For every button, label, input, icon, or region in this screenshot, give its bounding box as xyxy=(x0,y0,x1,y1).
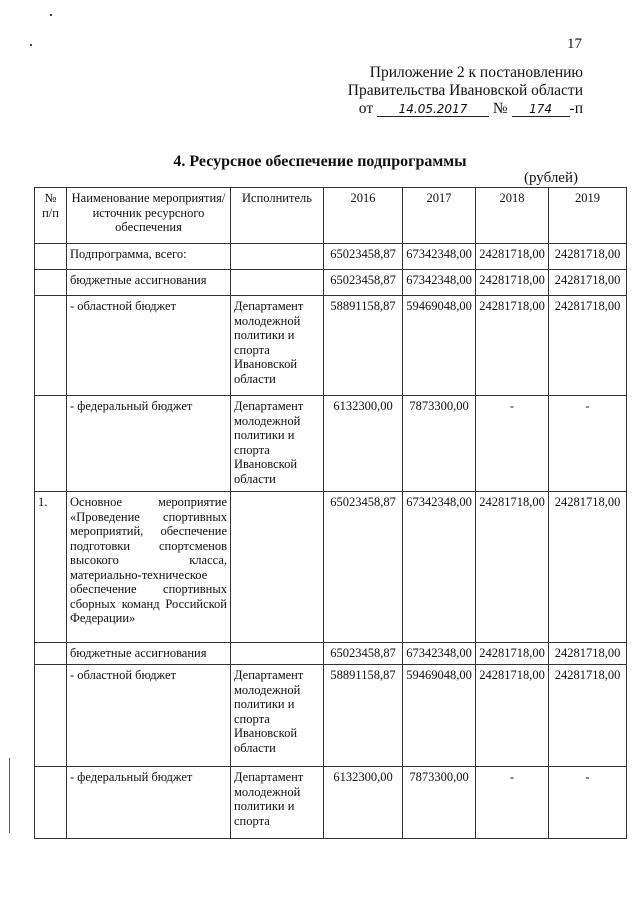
value-2017: 67342348,00 xyxy=(402,269,476,296)
value-2018: 24281718,00 xyxy=(475,269,549,296)
row-name: бюджетные ассигнования xyxy=(66,269,231,296)
row-executor xyxy=(230,269,324,296)
value-2016: 6132300,00 xyxy=(323,395,403,492)
units-label: (рублей) xyxy=(523,170,578,186)
table-row: - федеральный бюджет Департамент молодежн… xyxy=(34,766,627,839)
row-number xyxy=(34,269,67,296)
header-cell: № п/п xyxy=(34,187,67,244)
table-row: - областной бюджет Департамент молодежной… xyxy=(34,295,627,396)
row-number xyxy=(34,766,67,839)
scan-mark xyxy=(9,758,10,833)
table-row: - областной бюджет Департамент молодежной… xyxy=(34,664,627,767)
scan-speck xyxy=(50,14,52,16)
row-name: Подпрограмма, всего: xyxy=(66,243,231,270)
number-suffix: -п xyxy=(569,100,583,117)
value-2018: 24281718,00 xyxy=(475,642,549,665)
value-2016: 65023458,87 xyxy=(323,642,403,665)
value-2018: 24281718,00 xyxy=(475,664,549,767)
row-name: - федеральный бюджет xyxy=(66,766,231,839)
row-name: - областной бюджет xyxy=(66,664,231,767)
value-2019: - xyxy=(548,395,627,492)
value-2017: 7873300,00 xyxy=(402,395,476,492)
value-2016: 65023458,87 xyxy=(323,269,403,296)
value-2018: 24281718,00 xyxy=(475,491,549,643)
row-executor: Департамент молодежной политики и спорта… xyxy=(230,395,324,492)
header-cell: 2016 xyxy=(323,187,403,244)
value-2016: 58891158,87 xyxy=(323,295,403,396)
value-2018: 24281718,00 xyxy=(475,243,549,270)
table-row: бюджетные ассигнования 65023458,87 6734234… xyxy=(34,642,627,665)
table-row: бюджетные ассигнования 65023458,87 6734234… xyxy=(34,269,627,296)
from-label: от xyxy=(358,100,374,117)
value-2019: 24281718,00 xyxy=(548,491,627,643)
value-2016: 58891158,87 xyxy=(323,664,403,767)
value-2019: 24281718,00 xyxy=(548,269,627,296)
header-cell: Исполнитель xyxy=(230,187,324,244)
table-header: № п/п Наименование мероприятия/источник … xyxy=(34,187,627,244)
row-executor xyxy=(230,491,324,643)
row-number xyxy=(34,295,67,396)
value-2017: 67342348,00 xyxy=(402,491,476,643)
appendix-line2: Правительства Ивановской области xyxy=(347,82,583,99)
decree-date: 14.05.2017 xyxy=(376,102,489,117)
row-executor: Департамент молодежной политики и спорта… xyxy=(230,664,324,767)
row-number xyxy=(34,243,67,270)
header-cell: 2018 xyxy=(475,187,549,244)
row-name: Основное мероприятие «Проведение спортив… xyxy=(66,491,231,643)
scan-speck xyxy=(30,44,32,46)
value-2017: 59469048,00 xyxy=(402,295,476,396)
value-2019: 24281718,00 xyxy=(548,243,627,270)
appendix-line3: от 14.05.2017 № 174 -п xyxy=(348,100,583,118)
appendix-line1: Приложение 2 к постановлению xyxy=(369,64,583,81)
row-number: 1. xyxy=(34,491,67,643)
row-number xyxy=(34,395,67,492)
decree-number: 174 xyxy=(511,102,570,117)
value-2017: 7873300,00 xyxy=(402,766,476,839)
table-row: Подпрограмма, всего: 65023458,87 67342348,… xyxy=(34,243,627,270)
value-2019: 24281718,00 xyxy=(548,295,627,396)
value-2017: 67342348,00 xyxy=(402,243,476,270)
row-name: бюджетные ассигнования xyxy=(66,642,231,665)
header-cell: Наименование мероприятия/источник ресурс… xyxy=(66,187,231,244)
number-label: № xyxy=(492,100,508,117)
value-2019: 24281718,00 xyxy=(548,664,627,767)
page-number: 17 xyxy=(567,36,582,52)
value-2019: - xyxy=(548,766,627,839)
value-2018: 24281718,00 xyxy=(475,295,549,396)
value-2016: 65023458,87 xyxy=(323,243,403,270)
value-2019: 24281718,00 xyxy=(548,642,627,665)
header-cell: 2019 xyxy=(548,187,627,244)
row-executor xyxy=(230,243,324,270)
value-2018: - xyxy=(475,766,549,839)
header-cell: 2017 xyxy=(402,187,476,244)
value-2018: - xyxy=(475,395,549,492)
section-title: 4. Ресурсное обеспечение подпрограммы xyxy=(173,153,467,170)
resource-table: № п/п Наименование мероприятия/источник … xyxy=(34,187,627,839)
value-2016: 65023458,87 xyxy=(323,491,403,643)
value-2017: 67342348,00 xyxy=(402,642,476,665)
row-name: - областной бюджет xyxy=(66,295,231,396)
row-name: - федеральный бюджет xyxy=(66,395,231,492)
row-number xyxy=(34,664,67,767)
value-2017: 59469048,00 xyxy=(402,664,476,767)
table-row: - федеральный бюджет Департамент молодежн… xyxy=(34,395,627,492)
appendix-header: Приложение 2 к постановлению Правительст… xyxy=(348,64,583,118)
row-executor: Департамент молодежной политики и спорта… xyxy=(230,295,324,396)
row-executor xyxy=(230,642,324,665)
table-row: 1. Основное мероприятие «Проведение спорт… xyxy=(34,491,627,643)
row-executor: Департамент молодежной политики и спорта xyxy=(230,766,324,839)
value-2016: 6132300,00 xyxy=(323,766,403,839)
row-number xyxy=(34,642,67,665)
